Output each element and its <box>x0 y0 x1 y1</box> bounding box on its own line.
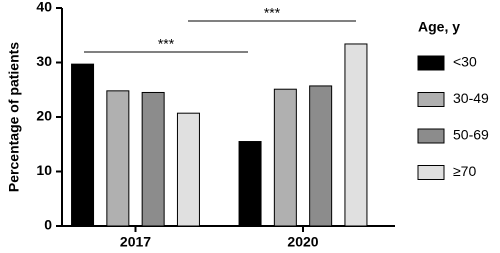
legend-swatch <box>417 55 445 71</box>
y-tick-label: 40 <box>36 0 52 15</box>
legend-swatch <box>417 92 445 107</box>
x-tick-label: 2017 <box>120 234 151 250</box>
bar <box>106 90 130 227</box>
legend-swatch <box>417 128 445 144</box>
significance-label: *** <box>264 5 281 21</box>
x-tick-label: 2020 <box>287 234 318 250</box>
legend-swatch <box>417 165 445 180</box>
y-tick-label: 0 <box>44 217 52 233</box>
bar <box>344 43 368 227</box>
legend-title: Age, y <box>418 19 460 35</box>
legend-label: ≥70 <box>453 163 476 179</box>
y-tick-label: 10 <box>36 162 52 178</box>
bar <box>309 85 333 227</box>
y-axis-label: Percentage of patients <box>6 42 22 192</box>
significance-label: *** <box>158 36 175 52</box>
y-tick-label: 30 <box>36 53 52 69</box>
bar <box>176 112 200 227</box>
y-tick-label: 20 <box>36 108 52 124</box>
legend-label: 30-49 <box>453 90 489 106</box>
bar <box>273 88 297 227</box>
bar <box>238 141 262 227</box>
bar <box>71 63 95 227</box>
bar <box>141 91 165 227</box>
legend-label: 50-69 <box>453 127 489 143</box>
legend-label: <30 <box>453 54 477 70</box>
